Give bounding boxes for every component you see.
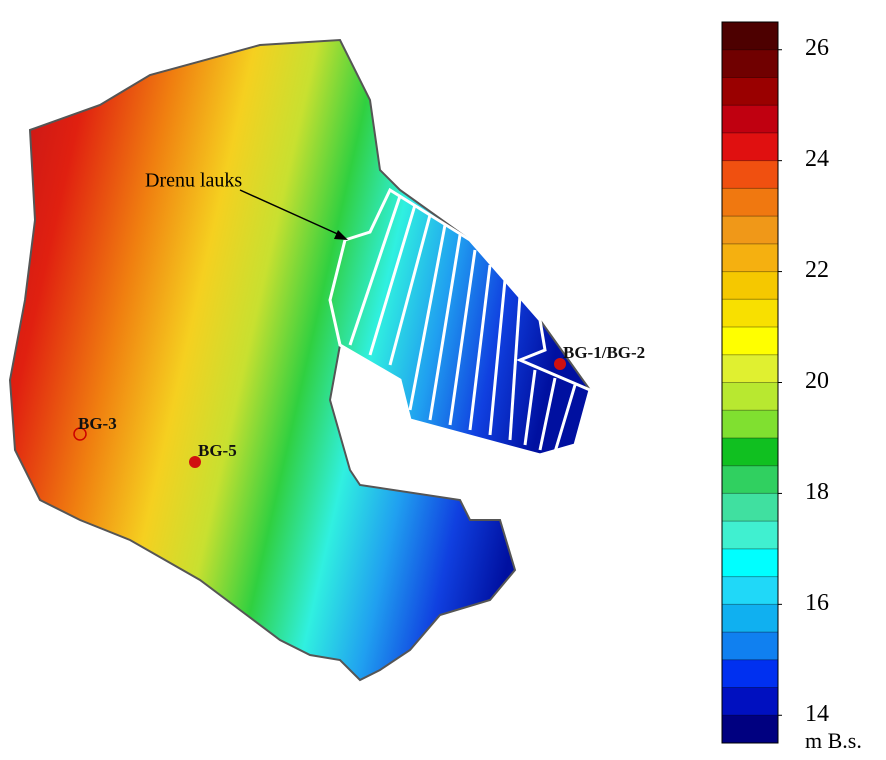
color-band [722,77,778,105]
color-band [722,688,778,716]
tick-label: 18 [805,479,829,505]
color-band [722,105,778,133]
color-band [722,577,778,605]
well-label: BG-5 [198,441,237,460]
color-band [722,299,778,327]
color-band [722,549,778,577]
color-band [722,383,778,411]
color-band [722,521,778,549]
well-label: BG-3 [78,414,117,433]
color-band [722,660,778,688]
groundwater-surface [10,40,590,680]
colorbar-unit: m B.s. [805,728,862,753]
annotation: Drenu lauks [145,170,242,192]
color-band [722,493,778,521]
model-area: Drenu lauks BG-3 BG-5 BG-1/BG-2 [10,40,645,680]
color-band [722,244,778,272]
color-band [722,216,778,244]
color-band [722,438,778,466]
tick-label: 22 [805,257,829,283]
well-label: BG-1/BG-2 [563,343,645,362]
color-band [722,466,778,494]
color-band [722,272,778,300]
color-band [722,22,778,50]
tick-label: 20 [805,368,829,394]
color-band [722,715,778,743]
figure: Drenu lauks BG-3 BG-5 BG-1/BG-2 14 16 18 20… [0,0,886,760]
tick-label: 14 [805,701,829,727]
color-band [722,410,778,438]
color-band [722,632,778,660]
color-band [722,50,778,78]
color-band [722,604,778,632]
tick-label: 24 [805,146,829,172]
tick-label: 26 [805,35,829,61]
colorbar: 14 16 18 20 22 24 26 [722,22,829,744]
color-band [722,355,778,383]
color-band [722,327,778,355]
color-band [722,161,778,189]
tick-label: 16 [805,590,829,616]
color-band [722,188,778,216]
color-band [722,133,778,161]
